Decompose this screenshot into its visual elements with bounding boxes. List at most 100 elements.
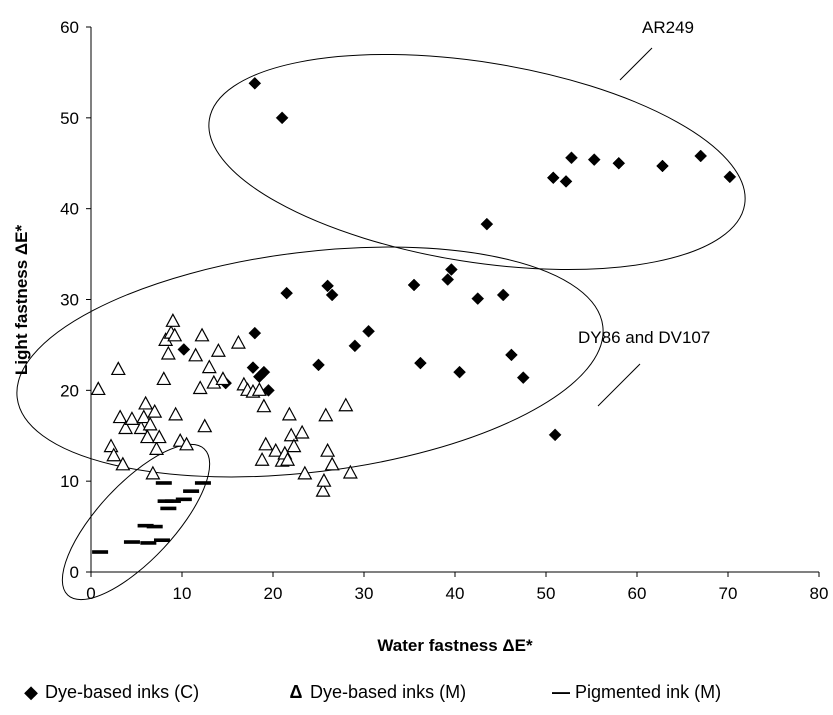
data-point-dye-m [124, 411, 140, 425]
ar249-callout-line [619, 47, 653, 81]
data-point-dye-m [256, 398, 272, 413]
data-point-pigmented-m [123, 540, 140, 544]
data-point-dye-c [280, 286, 294, 300]
x-tick-label: 40 [446, 584, 465, 603]
filled-diamond-icon: ◆ [24, 682, 38, 702]
x-tick-label: 60 [628, 584, 647, 603]
data-point-dye-m [142, 416, 158, 431]
data-point-dye-m [90, 381, 106, 396]
data-point-dye-m [156, 371, 172, 386]
data-point-dye-m [145, 465, 161, 480]
data-point-dye-m [138, 395, 154, 410]
data-point-dye-c [177, 343, 191, 356]
data-point-dye-m [110, 361, 126, 376]
data-point-dye-m [188, 347, 204, 362]
y-ticks: 0 10 20 30 40 50 60 [60, 18, 91, 582]
y-axis-title: Light fastness ΔE* [12, 225, 31, 376]
ar249-label: AR249 [642, 18, 694, 37]
y-tick-label: 30 [60, 291, 79, 310]
x-tick-label: 0 [86, 584, 95, 603]
data-point-dye-m [106, 447, 122, 462]
data-point-dye-m [167, 327, 183, 342]
data-point-pigmented-m [155, 481, 172, 485]
data-point-dye-c [248, 76, 262, 90]
data-point-pigmented-m [164, 499, 181, 503]
data-point-dye-c [321, 279, 334, 293]
data-point-dye-m [230, 334, 246, 349]
data-point-dye-c [496, 288, 510, 302]
data-point-dye-m [197, 418, 213, 433]
data-point-dye-m [215, 371, 231, 386]
data-point-dye-m [151, 429, 167, 444]
x-tick-label: 70 [719, 584, 738, 603]
data-point-dye-m [103, 438, 119, 453]
data-point-dye-c [246, 361, 260, 374]
data-point-dye-m [118, 420, 134, 435]
data-point-dye-m [251, 382, 267, 396]
data-point-dye-m [338, 397, 354, 412]
x-tick-label: 30 [355, 584, 374, 603]
data-point-dye-m [254, 452, 270, 466]
x-tick-label: 20 [264, 584, 283, 603]
data-point-dye-m [192, 380, 208, 395]
data-point-dye-m [168, 406, 184, 421]
y-tick-label: 20 [60, 381, 79, 400]
data-point-dye-m [324, 456, 340, 471]
data-point-dye-m [258, 436, 274, 451]
data-point-pigmented-m [92, 550, 109, 554]
data-point-dye-c [587, 153, 601, 166]
data-point-dye-c [546, 171, 560, 185]
legend: ◆ Dye-based inks (C) Δ Dye-based inks (M… [22, 682, 822, 712]
data-point-pigmented-m [140, 541, 157, 545]
data-point-dye-m [160, 345, 176, 360]
legend-label-pigmented-m: Pigmented ink (M) [575, 682, 722, 702]
y-tick-label: 40 [60, 200, 79, 219]
data-point-dye-m [149, 441, 165, 455]
data-point-dye-m [297, 465, 313, 480]
dy86-dv107-label: DY86 and DV107 [578, 328, 710, 347]
data-point-dye-m [112, 409, 128, 424]
x-tick-label: 10 [173, 584, 192, 603]
data-point-dye-c [445, 263, 458, 276]
data-point-dye-c [325, 288, 339, 302]
data-point-dye-c [471, 292, 485, 305]
data-point-pigmented-m [153, 538, 170, 543]
data-point-dye-c [565, 151, 578, 165]
legend-item-dye-m: Δ Dye-based inks (M) [287, 682, 467, 703]
data-point-pigmented-m [137, 523, 154, 528]
data-point-dye-c [362, 324, 375, 338]
data-point-dye-m [280, 452, 296, 466]
data-point-dye-c [559, 175, 573, 188]
data-point-dye-m [286, 438, 302, 453]
data-point-dye-m [283, 427, 299, 442]
dy86-callout-line [597, 363, 641, 407]
open-triangle-icon: Δ [289, 682, 303, 702]
data-point-dye-c [312, 358, 325, 372]
data-point-pigmented-m [194, 481, 211, 485]
data-point-dye-m [268, 442, 284, 457]
data-point-dye-m [165, 313, 181, 327]
data-point-dye-c [694, 149, 708, 163]
data-point-dye-c [348, 339, 362, 353]
data-point-dye-m [210, 343, 226, 357]
data-point-pigmented-m [183, 489, 200, 493]
legend-item-dye-c: ◆ Dye-based inks (C) [22, 682, 199, 703]
data-point-dye-m [318, 407, 334, 422]
data-point-dye-m [147, 403, 163, 418]
data-point-dye-c [656, 159, 669, 173]
data-point-dye-c [441, 273, 455, 286]
data-point-dye-m [139, 429, 155, 444]
data-point-pigmented-m [160, 506, 177, 511]
data-point-dye-m [316, 472, 332, 487]
data-point-dye-c [548, 428, 562, 442]
data-point-dye-m [342, 464, 358, 479]
data-point-dye-m [320, 442, 336, 457]
data-point-dye-m [136, 409, 152, 424]
data-point-dye-c [612, 156, 626, 170]
legend-item-pigmented-m: — Pigmented ink (M) [552, 682, 721, 703]
legend-label-dye-m: Dye-based inks (M) [310, 682, 467, 702]
data-point-dye-c [262, 383, 275, 397]
y-tick-label: 60 [60, 18, 79, 37]
x-ticks: 0 10 20 30 40 50 60 70 80 [86, 572, 828, 603]
scatter-chart: AR249 DY86 and DV107 0 10 20 30 40 50 60 0 10 20… [12, 18, 828, 655]
